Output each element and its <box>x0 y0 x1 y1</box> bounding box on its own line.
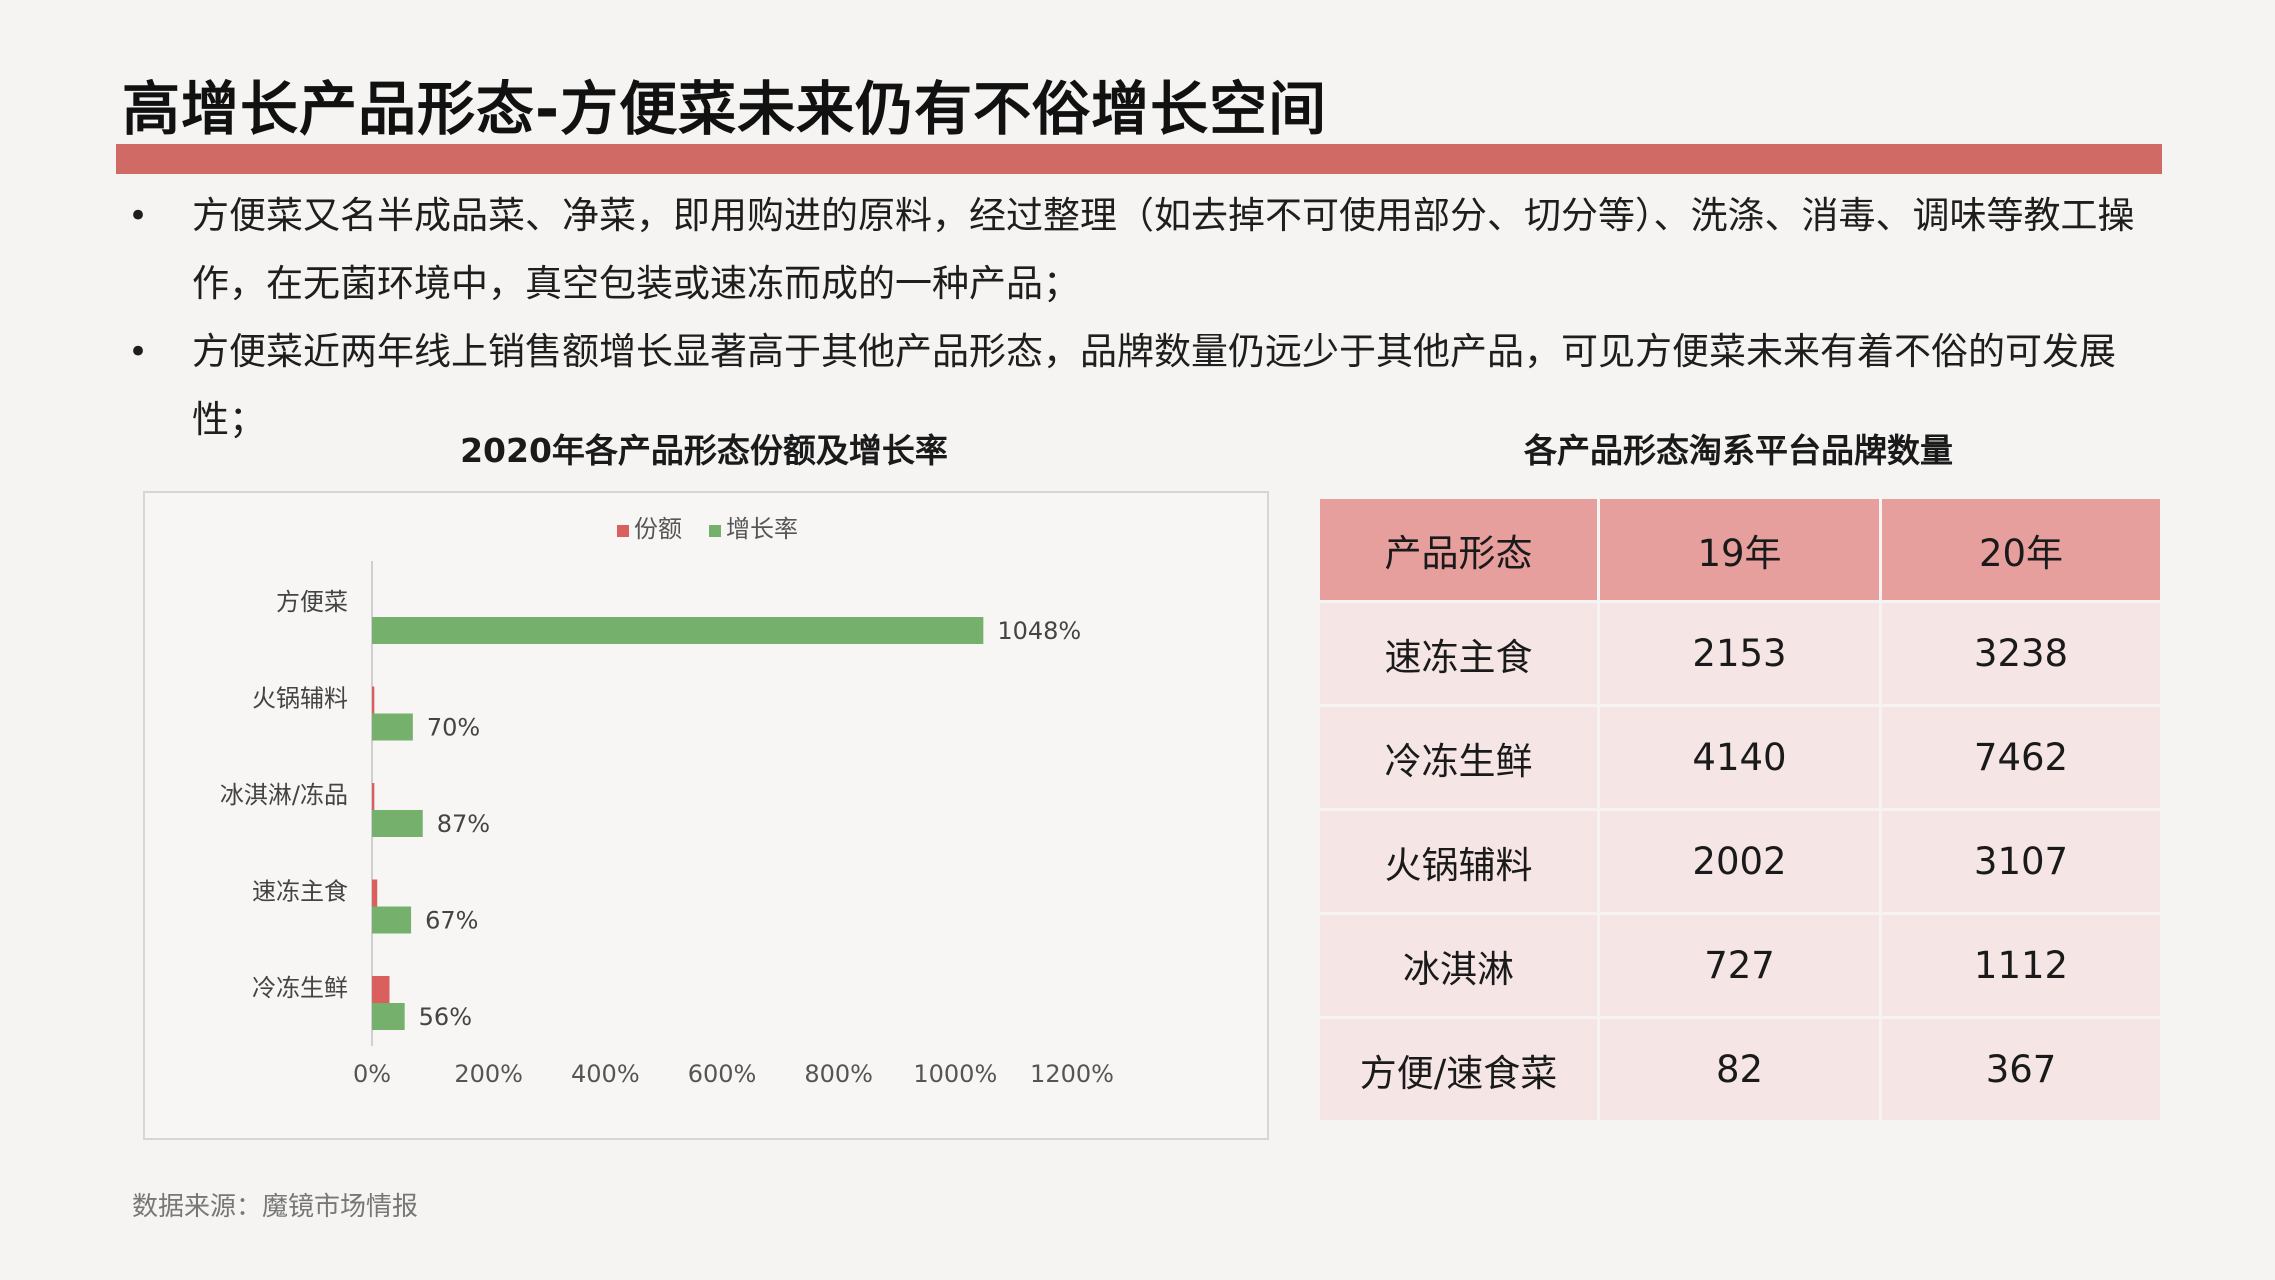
x-tick-label: 1200% <box>1030 1060 1114 1088</box>
data-label: 87% <box>437 810 490 838</box>
table-cell: 速冻主食 <box>1317 600 1600 707</box>
data-source-note: 数据来源：魔镜市场情报 <box>132 1192 419 1222</box>
bar-chart-title: 2020年各产品形态份额及增长率 <box>460 431 948 470</box>
category-label: 火锅辅料 <box>252 685 348 713</box>
bullet-dot: • <box>128 196 149 236</box>
table-cell: 火锅辅料 <box>1317 808 1600 915</box>
table-title: 各产品形态淘系平台品牌数量 <box>1524 431 1953 470</box>
category-label: 速冻主食 <box>252 878 348 906</box>
table-cell: 4140 <box>1597 704 1882 811</box>
data-label: 56% <box>419 1003 472 1031</box>
x-tick-label: 800% <box>804 1060 873 1088</box>
category-label: 冰淇淋/冻品 <box>220 781 348 809</box>
legend-label: 增长率 <box>726 515 798 543</box>
column-header: 20年 <box>1879 496 2163 603</box>
bullet-text-1: 方便菜又名半成品菜、净菜，即用购进的原料，经过整理（如去掉不可使用部分、切分等）… <box>192 194 2135 305</box>
table-cell: 727 <box>1597 912 1882 1019</box>
growth-bar <box>372 1003 405 1030</box>
bullet-dot: • <box>128 332 149 372</box>
brand-count-table: 产品形态 19年 20年 速冻主食 2153 3238 冷冻生鲜 4140 74… <box>1317 496 2163 1123</box>
table-cell: 3238 <box>1879 600 2163 707</box>
x-tick-label: 200% <box>454 1060 523 1088</box>
table-cell: 冷冻生鲜 <box>1317 704 1600 811</box>
bullet-list: • 方便菜又名半成品菜、净菜，即用购进的原料，经过整理（如去掉不可使用部分、切分… <box>120 182 2150 454</box>
share-bar <box>372 686 375 714</box>
table-cell: 方便/速食菜 <box>1317 1016 1600 1123</box>
bar-chart-frame: 份额 增长率方便菜 1048% 火锅辅料 70% 冰淇淋/冻品 87% 速冻主食 67% 冷冻生鲜… <box>143 491 1269 1140</box>
column-header: 19年 <box>1597 496 1882 603</box>
x-tick-label: 600% <box>688 1060 757 1088</box>
x-tick-label: 1000% <box>913 1060 997 1088</box>
table-cell: 367 <box>1879 1016 2163 1123</box>
share-bar <box>372 976 390 1003</box>
x-tick-label: 0% <box>353 1060 391 1088</box>
table-cell: 82 <box>1597 1016 1882 1123</box>
table-row: 火锅辅料 2002 3107 <box>1317 808 2163 915</box>
bullet-text-2: 方便菜近两年线上销售额增长显著高于其他产品形态，品牌数量仍远少于其他产品，可见方… <box>192 330 2116 441</box>
table-row: 速冻主食 2153 3238 <box>1317 600 2163 707</box>
table-cell: 冰淇淋 <box>1317 912 1600 1019</box>
table-cell: 2002 <box>1597 808 1882 915</box>
x-tick-label: 400% <box>571 1060 640 1088</box>
table-cell: 1112 <box>1879 912 2163 1019</box>
growth-bar <box>372 713 413 741</box>
data-label: 1048% <box>997 617 1081 645</box>
category-label: 冷冻生鲜 <box>252 974 348 1002</box>
growth-bar <box>372 906 412 934</box>
table-cell: 3107 <box>1879 808 2163 915</box>
table-row: 方便/速食菜 82 367 <box>1317 1016 2163 1123</box>
table-row: 冰淇淋 727 1112 <box>1317 912 2163 1019</box>
data-label: 70% <box>427 714 480 742</box>
table-row: 冷冻生鲜 4140 7462 <box>1317 704 2163 811</box>
page-title: 高增长产品形态-方便菜未来仍有不俗增长空间 <box>122 75 1328 143</box>
growth-bar <box>372 810 423 837</box>
share-bar <box>372 783 375 810</box>
table-cell: 7462 <box>1879 704 2163 811</box>
legend-swatch <box>709 525 721 537</box>
bullet-item-1: • 方便菜又名半成品菜、净菜，即用购进的原料，经过整理（如去掉不可使用部分、切分… <box>120 182 2150 318</box>
column-header: 产品形态 <box>1317 496 1600 603</box>
growth-bar <box>372 617 984 644</box>
brand-count-table-wrap: 产品形态 19年 20年 速冻主食 2153 3238 冷冻生鲜 4140 74… <box>1317 496 2163 1123</box>
data-label: 67% <box>425 907 478 935</box>
legend-label: 份额 <box>634 515 682 543</box>
bullet-item-2: • 方便菜近两年线上销售额增长显著高于其他产品形态，品牌数量仍远少于其他产品，可… <box>120 318 2150 454</box>
legend-swatch <box>617 525 629 537</box>
table-header-row: 产品形态 19年 20年 <box>1317 496 2163 603</box>
category-label: 方便菜 <box>276 588 348 616</box>
share-bar <box>372 879 378 907</box>
table-cell: 2153 <box>1597 600 1882 707</box>
title-underline-bar <box>116 144 2162 174</box>
